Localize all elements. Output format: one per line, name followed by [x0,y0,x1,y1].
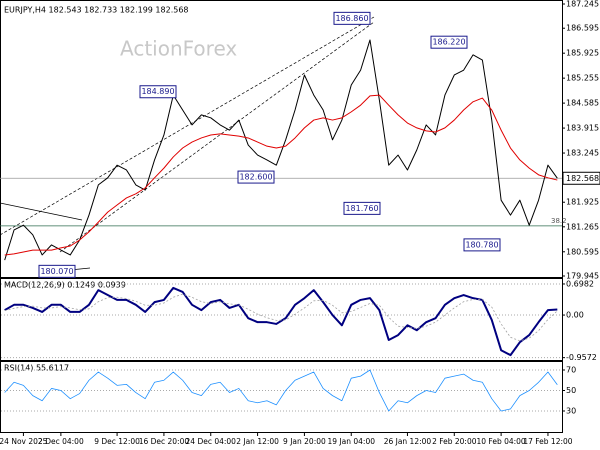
y-tick-label: 0.00 [566,311,584,320]
y-tick-label: 187.245 [566,0,599,9]
annotation-box [139,85,177,99]
trendline [0,202,83,221]
y-tick-label: 30 [566,406,576,415]
x-tick-label: 2 Dec 04:00 [38,437,84,446]
price-annotation: 186.860 [333,11,371,25]
macd-panel [0,278,563,361]
price-annotation: 182.600 [237,170,275,184]
x-tick-label: 9 Dec 12:00 [94,437,140,446]
x-tick-label: 2 Jan 12:00 [236,437,279,446]
x-tick-label: 19 Jan 04:00 [328,437,376,446]
price-annotation: 186.220 [430,35,468,49]
panel-title: MACD(12,26,9) 0.1249 0.0939 [4,281,126,290]
y-tick-label: 70 [566,365,576,374]
annotation-box [343,201,381,215]
rsi-panel [0,361,563,433]
y-tick-label: 185.925 [566,49,599,58]
annotation-label: 184.890 [141,87,174,96]
series-line [4,369,558,412]
annotation-label: 180.780 [465,240,498,249]
y-tick-label: 180.595 [566,247,599,256]
price-annotation: 181.760 [343,201,381,215]
y-tick-label: 184.585 [566,99,599,108]
annotation-label: 181.760 [345,204,378,213]
x-tick-label: 16 Dec 20:00 [139,437,190,446]
series-line [4,94,558,256]
y-tick-label: 181.265 [566,222,599,231]
y-tick-label: 179.945 [566,272,599,281]
trendline [0,16,375,236]
y-tick-label: 185.255 [566,74,599,83]
annotation-box [237,170,275,184]
series-line [4,286,558,357]
annotation-label: 186.220 [432,38,465,47]
fibo-label: 38.2 [551,217,567,225]
annotation-label: 180.070 [40,267,73,276]
annotation-box [430,35,468,49]
x-tick-label: 24 Dec 04:00 [186,437,237,446]
panel-title: EURJPY,H4 182.543 182.733 182.199 182.56… [4,6,189,15]
watermark: ActionForex [120,37,237,61]
y-tick-label: 181.925 [566,198,599,207]
panel-title: RSI(14) 55.6117 [4,364,69,373]
price-panel [0,0,563,278]
y-tick-label: 0.6982 [566,279,594,288]
current-price-box [562,171,600,185]
x-tick-label: 9 Jan 20:00 [283,437,326,446]
x-tick-label: 10 Feb 04:00 [477,437,526,446]
annotation-label: 182.600 [239,173,272,182]
y-tick-label: 183.245 [566,149,599,158]
current-price-label: 182.568 [566,174,599,183]
y-tick-label: -0.9572 [566,353,597,362]
price-annotation: 180.070 [38,264,76,278]
price-annotation: 184.890 [139,85,177,99]
x-tick-label: 2 Feb 20:00 [432,437,477,446]
y-tick-label: 183.915 [566,124,599,133]
x-tick-label: 17 Feb 12:00 [523,437,572,446]
x-tick-label: 24 Nov 2025 [0,437,48,446]
series-line [4,39,558,261]
y-tick-label: 186.595 [566,24,599,33]
y-tick-label: 50 [566,386,576,395]
series-line [4,293,558,342]
annotation-box [38,264,76,278]
x-tick-label: 26 Jan 12:00 [384,437,432,446]
annotation-box [463,238,501,252]
annotation-box [333,11,371,25]
price-annotation: 180.780 [463,238,501,252]
annotation-label: 186.860 [335,14,368,23]
